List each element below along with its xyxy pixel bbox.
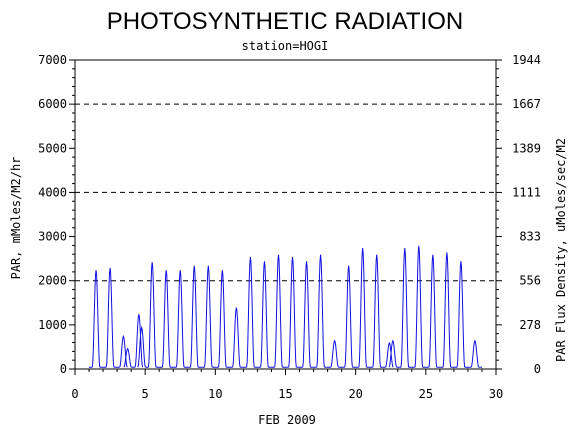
series-peak (123, 347, 132, 368)
x-tick-label: 5 (142, 387, 149, 401)
y-axis-label: PAR, mMoles/M2/hr (9, 157, 23, 280)
series-peak (232, 307, 241, 368)
series-peak (91, 270, 101, 368)
chart-subtitle: station=HOGI (242, 39, 329, 53)
x-tick-label: 20 (348, 387, 362, 401)
series-peak (428, 254, 438, 368)
x-axis-ticks: 0 5 10 15 20 25 30 (71, 369, 503, 401)
series-peak (456, 261, 466, 368)
series-peak (400, 248, 410, 368)
chart-title: PHOTOSYNTHETIC RADIATION (107, 8, 463, 35)
x-tick-label: 15 (278, 387, 292, 401)
series-lines (89, 245, 482, 368)
series-peak (302, 261, 311, 368)
series-peak (105, 267, 115, 368)
y2-tick-label: 833 (519, 230, 541, 244)
series-peak (246, 256, 255, 368)
y-tick-label: 6000 (38, 97, 67, 111)
y2-tick-label: 1389 (512, 141, 541, 155)
y-tick-label: 5000 (38, 141, 67, 155)
series-peak (119, 334, 128, 368)
series-peak (330, 339, 339, 368)
y-tick-label: 3000 (38, 230, 67, 244)
y-tick-label: 0 (60, 362, 67, 376)
series-peak (134, 314, 144, 368)
series-peak (344, 265, 353, 368)
x-tick-label: 30 (489, 387, 503, 401)
series-peak (372, 254, 382, 368)
series-peak (204, 265, 213, 368)
x-tick-label: 25 (419, 387, 433, 401)
x-axis-label: FEB 2009 (258, 413, 316, 427)
series-peak (161, 270, 171, 368)
series-peak (358, 248, 367, 368)
series-peak (274, 254, 283, 368)
y2-axis-ticks: 0 278 556 833 1111 1389 1667 1944 (496, 53, 541, 376)
series-peak (260, 261, 269, 368)
series-peak (385, 341, 394, 368)
series-peak (218, 270, 227, 368)
series-peak (388, 339, 398, 368)
y2-tick-label: 1667 (512, 97, 541, 111)
y2-tick-label: 0 (534, 362, 541, 376)
y-axis-ticks: 0 1000 2000 3000 4000 5000 6000 7000 (38, 53, 75, 376)
y-tick-label: 7000 (38, 53, 67, 67)
series-peak (442, 252, 452, 368)
x-tick-label: 0 (71, 387, 78, 401)
y-tick-label: 2000 (38, 274, 67, 288)
series-peak (137, 325, 146, 368)
series-peak (470, 339, 480, 368)
series-peak (316, 254, 325, 368)
y-tick-label: 4000 (38, 185, 67, 199)
series-peak (175, 270, 185, 368)
y2-tick-label: 1111 (512, 185, 541, 199)
series-peak (189, 265, 199, 368)
y-tick-label: 1000 (38, 318, 67, 332)
y2-tick-label: 556 (519, 274, 541, 288)
y2-tick-label: 278 (519, 318, 541, 332)
y2-tick-label: 1944 (512, 53, 541, 67)
gridlines (75, 103, 496, 282)
series-peak (414, 245, 424, 368)
x-tick-label: 10 (208, 387, 222, 401)
y2-axis-label: PAR Flux Density, uMoles/sec/M2 (554, 138, 568, 362)
series-peak (147, 262, 157, 368)
series-peak (288, 256, 297, 368)
